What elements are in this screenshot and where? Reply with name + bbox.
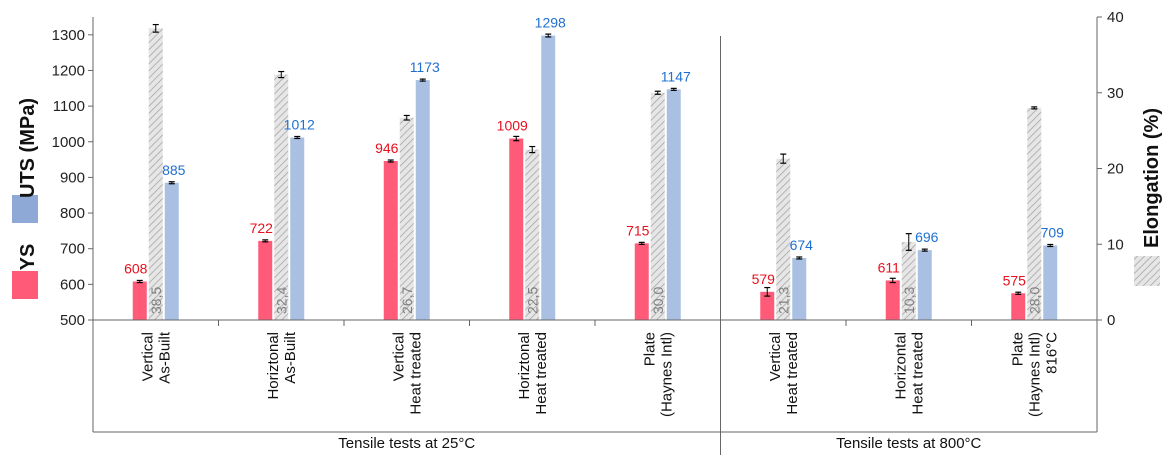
ys-value-label: 946 <box>375 140 399 156</box>
category-label: Plate <box>1009 332 1026 366</box>
ys-value-label: 579 <box>752 271 776 287</box>
elongation-value-label: 30,0 <box>650 287 666 314</box>
bar-ys <box>634 243 649 320</box>
ys-value-label: 715 <box>626 222 650 238</box>
category-label: As-Built <box>282 331 299 384</box>
left-tick-label: 900 <box>60 169 85 186</box>
elongation-value-label: 38,5 <box>148 287 164 314</box>
bar-uts <box>290 137 305 320</box>
bar-uts <box>792 257 807 320</box>
bar-ys <box>885 280 900 320</box>
left-tick-label: 1100 <box>53 98 85 115</box>
legend-swatch-uts <box>12 195 38 223</box>
uts-value-label: 1147 <box>661 68 691 84</box>
bar-ys <box>760 291 775 320</box>
bar-ys <box>383 161 398 320</box>
bar-elongation <box>525 149 540 320</box>
category-label: 816°C <box>1043 332 1060 374</box>
bar-uts <box>666 89 681 321</box>
right-axis-legend: Elongation (%) <box>1134 108 1163 286</box>
category-label: Vertical <box>390 332 407 381</box>
bar-elongation <box>399 117 414 320</box>
group-label: Tensile tests at 800°C <box>836 435 981 452</box>
category-label: Heat treated <box>533 332 550 415</box>
left-axis-title-ys: YS <box>17 244 39 271</box>
category-label: (Haynes Intl) <box>1026 332 1043 417</box>
elongation-value-label: 22,5 <box>524 287 540 314</box>
bar-elongation <box>901 241 916 320</box>
category-label: Horizontal <box>892 332 909 400</box>
elongation-value-label: 28,0 <box>1026 287 1042 314</box>
bar-uts <box>917 250 932 320</box>
left-tick-label: 1200 <box>52 62 85 79</box>
elongation-value-label: 26,7 <box>399 287 415 314</box>
legend-swatch-elongation <box>1134 256 1160 286</box>
left-tick-label: 1300 <box>52 27 85 44</box>
right-tick-label: 10 <box>1107 236 1124 253</box>
category-label: Heat treated <box>909 332 926 415</box>
elongation-value-label: 32,4 <box>273 287 289 314</box>
left-axis-legend: UTS (MPa) YS <box>12 98 39 299</box>
right-tick-label: 20 <box>1107 161 1124 178</box>
bar-uts <box>541 35 556 321</box>
category-label: Horiztonal <box>516 332 533 400</box>
category-label: Vertical <box>139 332 156 381</box>
category-label: Plate <box>641 332 658 366</box>
left-tick-label: 800 <box>60 205 85 222</box>
bar-uts <box>164 182 179 320</box>
category-label: Vertical <box>767 332 784 381</box>
category-label: As-Built <box>156 331 173 384</box>
left-tick-label: 1000 <box>52 134 85 151</box>
uts-value-label: 1298 <box>535 15 566 31</box>
uts-value-label: 885 <box>162 162 186 178</box>
uts-value-label: 709 <box>1041 224 1065 240</box>
elongation-value-label: 10,3 <box>901 287 917 314</box>
bar-ys <box>258 240 273 320</box>
left-tick-label: 500 <box>60 312 85 329</box>
right-tick-label: 40 <box>1107 9 1124 26</box>
ys-value-label: 608 <box>124 261 148 277</box>
bar-uts <box>415 80 430 320</box>
uts-value-label: 1012 <box>284 116 315 132</box>
bar-ys <box>1011 293 1026 320</box>
left-tick-label: 600 <box>60 276 85 293</box>
elongation-value-label: 21,3 <box>775 287 791 314</box>
left-axis-title-uts: UTS (MPa) <box>17 98 39 198</box>
axes: 500 600 700 800 900 1000 1100 1200 1300 0 10 20 30 40… <box>52 9 1124 455</box>
group-label: Tensile tests at 25°C <box>338 435 475 452</box>
right-tick-label: 30 <box>1107 85 1124 102</box>
uts-value-label: 674 <box>790 237 814 253</box>
category-label: Heat treated <box>407 332 424 415</box>
ys-value-label: 611 <box>878 259 901 275</box>
bar-uts <box>1043 245 1058 320</box>
bar-ys <box>132 281 147 320</box>
bar-ys <box>509 138 524 320</box>
bar-elongation <box>274 74 289 320</box>
uts-value-label: 696 <box>915 229 939 245</box>
bar-elongation <box>148 28 163 321</box>
bar-elongation <box>650 92 665 320</box>
ys-value-label: 722 <box>250 220 274 236</box>
uts-value-label: 1173 <box>410 59 440 75</box>
right-tick-label: 0 <box>1107 312 1115 329</box>
ys-value-label: 1009 <box>497 118 528 134</box>
bar-elongation <box>1027 107 1042 321</box>
ys-value-label: 575 <box>1003 272 1027 288</box>
category-label: Heat treated <box>784 332 801 415</box>
category-label: (Haynes Intl) <box>658 332 675 417</box>
left-tick-label: 700 <box>60 241 85 258</box>
legend-swatch-ys <box>12 271 38 299</box>
right-axis-title: Elongation (%) <box>1141 108 1163 248</box>
category-label: Horiztonal <box>265 332 282 400</box>
bar-elongation <box>776 158 791 320</box>
